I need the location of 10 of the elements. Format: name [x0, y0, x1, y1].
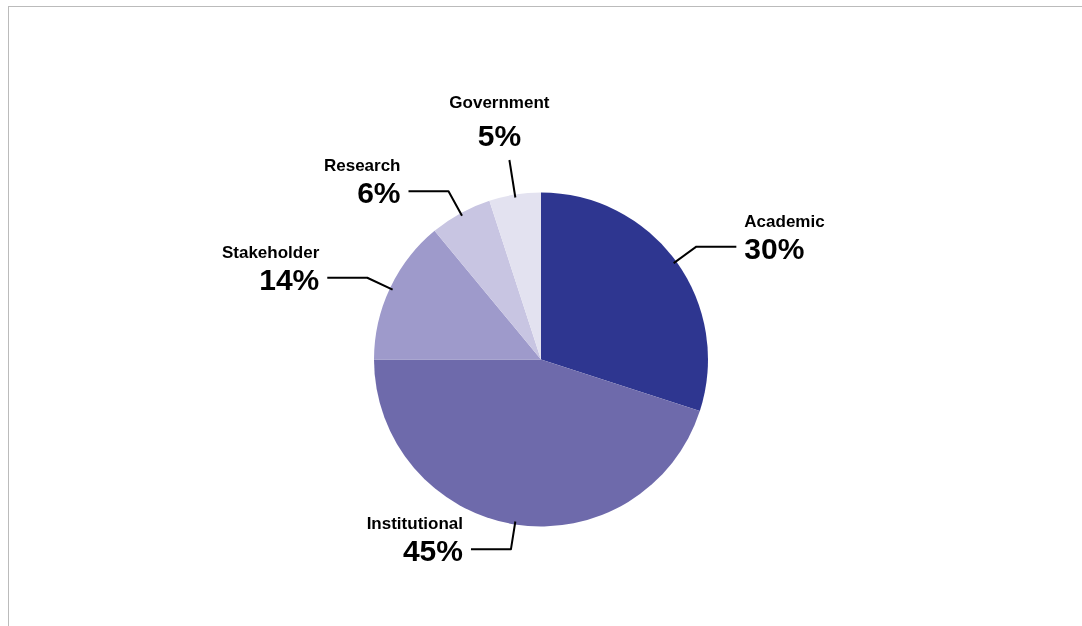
data-label: 6%: [357, 176, 401, 210]
data-label: 14%: [259, 262, 320, 296]
data-label: 5%: [477, 118, 522, 152]
slice-label: Government: [449, 92, 550, 112]
slice-label: Academic: [744, 211, 825, 231]
data-label: 45%: [402, 534, 463, 568]
slice-label: Research: [323, 156, 401, 176]
data-label: 30%: [744, 231, 805, 265]
slice-label: Institutional: [366, 514, 463, 534]
slice-label: Stakeholder: [221, 242, 320, 262]
